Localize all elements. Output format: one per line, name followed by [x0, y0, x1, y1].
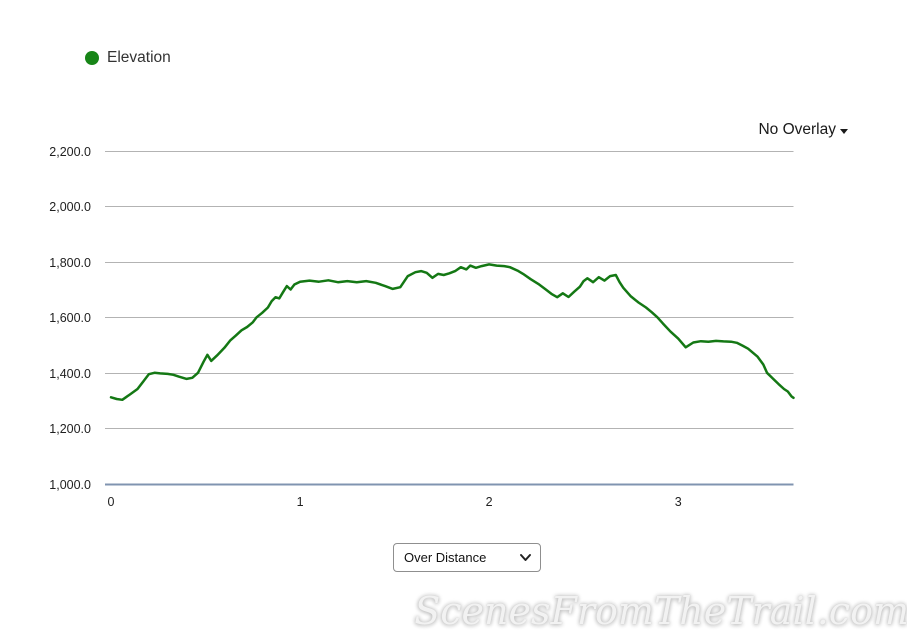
x-tick-label: 3	[675, 495, 682, 509]
overlay-dropdown[interactable]: No Overlay	[758, 121, 848, 139]
view-mode-select[interactable]: Over Distance	[393, 543, 541, 572]
x-tick-label: 2	[486, 495, 493, 509]
view-mode-select-wrap: Over Distance	[393, 543, 541, 572]
y-tick-label: 1,800.0	[49, 256, 91, 270]
y-tick-label: 1,400.0	[49, 367, 91, 381]
y-tick-label: 1,600.0	[49, 311, 91, 325]
caret-down-icon	[840, 129, 848, 134]
x-tick-label: 0	[108, 495, 115, 509]
elevation-series-line	[109, 263, 795, 402]
x-tick-label: 1	[297, 495, 304, 509]
overlay-dropdown-label: No Overlay	[758, 121, 836, 138]
chart-legend: Elevation	[85, 49, 171, 67]
legend-label: Elevation	[107, 49, 171, 66]
site-watermark: ScenesFromTheTrail.com	[414, 589, 907, 631]
y-tick-label: 2,000.0	[49, 200, 91, 214]
y-tick-label: 1,000.0	[49, 478, 91, 492]
y-tick-label: 1,200.0	[49, 422, 91, 436]
elevation-series-icon	[85, 51, 99, 65]
y-tick-label: 2,200.0	[49, 145, 91, 159]
